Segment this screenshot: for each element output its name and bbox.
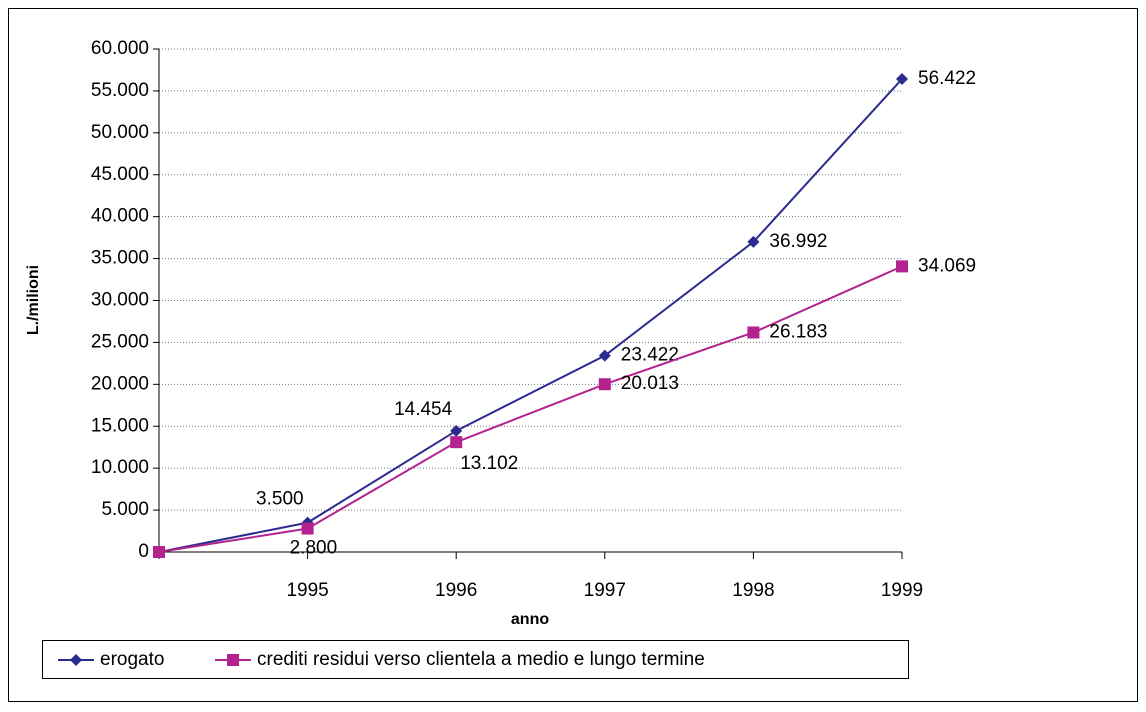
chart-frame — [8, 8, 1138, 702]
y-axis-label: L./milioni — [25, 265, 42, 335]
data-label: 36.992 — [769, 231, 827, 252]
y-tick-label: 60.000 — [91, 38, 149, 59]
marker — [747, 326, 760, 339]
marker — [896, 72, 908, 85]
marker — [598, 378, 611, 391]
marker — [450, 424, 463, 437]
marker — [227, 654, 239, 666]
legend — [42, 640, 909, 679]
series-line — [158, 78, 903, 553]
y-tick-label: 30.000 — [91, 290, 149, 311]
data-label: 26.183 — [769, 322, 827, 343]
data-label: 14.454 — [394, 399, 453, 420]
y-tick-label: 0 — [138, 541, 149, 562]
y-tick-label: 40.000 — [91, 206, 149, 227]
legend-label: erogato — [100, 649, 164, 670]
marker — [153, 546, 165, 558]
data-label: 34.069 — [918, 255, 976, 276]
data-label: 2.800 — [290, 538, 338, 559]
y-tick-label: 15.000 — [91, 415, 149, 436]
data-label: 20.013 — [621, 373, 679, 394]
y-tick-label: 10.000 — [91, 457, 149, 478]
y-tick-label: 50.000 — [91, 122, 149, 143]
x-tick-label: 1999 — [881, 580, 923, 601]
x-tick-label: 1995 — [286, 580, 328, 601]
data-label: 3.500 — [256, 489, 304, 510]
marker — [450, 436, 463, 449]
y-tick-label: 55.000 — [91, 80, 149, 101]
marker — [896, 260, 908, 273]
x-axis-label: anno — [511, 611, 549, 628]
marker — [747, 235, 760, 248]
y-tick-label: 25.000 — [91, 331, 149, 352]
marker — [598, 349, 611, 362]
y-tick-label: 35.000 — [91, 248, 149, 269]
x-tick-label: 1997 — [584, 580, 626, 601]
y-tick-label: 5.000 — [101, 499, 149, 520]
x-tick-label: 1998 — [732, 580, 774, 601]
x-tick-label: 1996 — [435, 580, 477, 601]
data-label: 23.422 — [621, 345, 679, 366]
y-tick-label: 45.000 — [91, 164, 149, 185]
data-label: 56.422 — [918, 68, 976, 89]
y-tick-label: 20.000 — [91, 373, 149, 394]
marker — [301, 522, 314, 535]
marker — [70, 654, 82, 666]
series-line — [158, 265, 903, 553]
data-label: 13.102 — [460, 453, 518, 474]
legend-label: crediti residui verso clientela a medio … — [257, 649, 705, 670]
